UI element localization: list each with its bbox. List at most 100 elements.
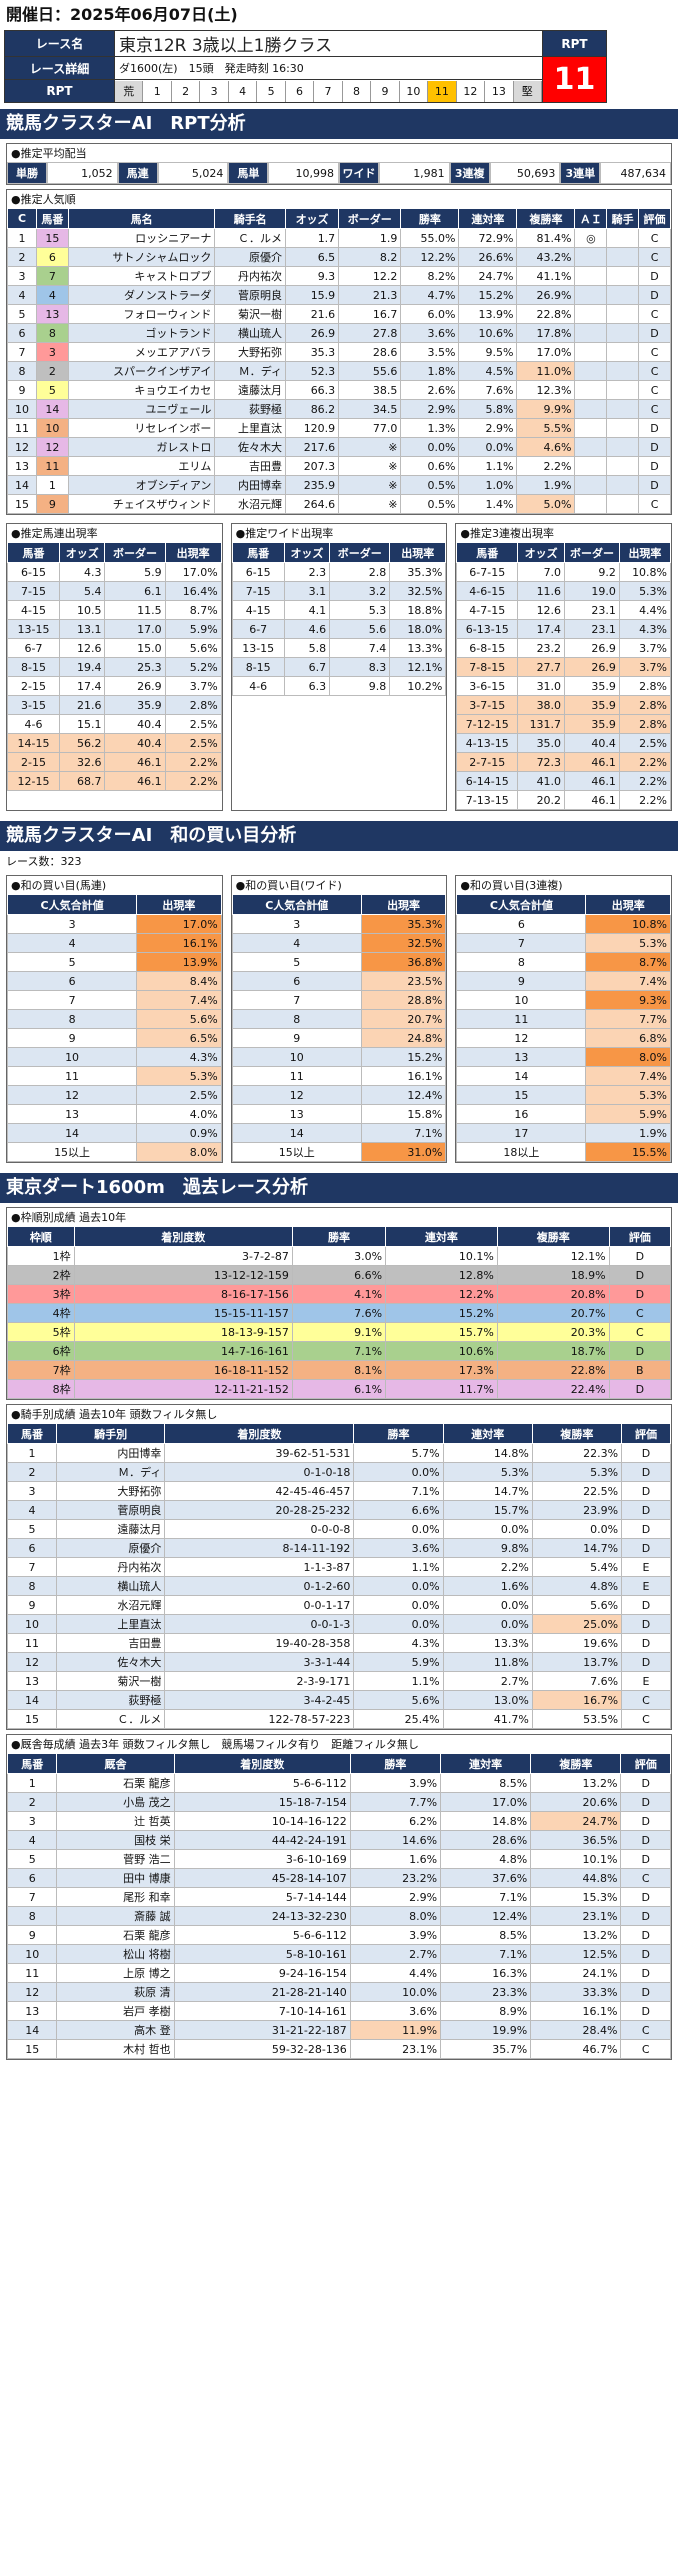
table-cell: 22.8% xyxy=(496,1360,610,1380)
table-cell: 3 xyxy=(6,266,38,286)
table-row: 3 17.0% xyxy=(6,914,222,934)
table-cell: 10.1% xyxy=(530,1849,622,1869)
table-row: 14 1 オブシディアン 内田博幸 235.9 ※ 0.5% 1.0% 1.9% D xyxy=(6,475,671,495)
table-cell xyxy=(574,456,608,476)
table-cell: 2 xyxy=(6,1792,58,1812)
table-cell: 77.0 xyxy=(338,418,402,438)
table-cell: 7 xyxy=(231,990,362,1010)
table-cell xyxy=(606,494,640,514)
rpt-scale-item: 9 xyxy=(371,80,400,102)
table-cell: 14.8% xyxy=(440,1811,532,1831)
table-cell: 10.8% xyxy=(585,914,672,934)
table-cell: 7-13-15 xyxy=(456,790,519,810)
table-row: 2 6 サトノシャムロック 原優介 6.5 8.2 12.2% 26.6% 43.2% C xyxy=(6,247,671,267)
column-header: 馬名 xyxy=(67,208,216,229)
table-cell: 4.3% xyxy=(353,1633,444,1653)
table-cell xyxy=(574,494,608,514)
table-cell: 28.4% xyxy=(530,2020,622,2040)
table-cell: D xyxy=(620,1830,671,1850)
table-cell: 大野拓弥 xyxy=(55,1481,166,1501)
table-cell: 6.6% xyxy=(291,1265,387,1285)
table-cell: 8.7% xyxy=(585,952,672,972)
table-cell: 4.0% xyxy=(136,1104,222,1124)
table-row: 15 5.3% xyxy=(456,1085,672,1105)
rpt-section-title: 競馬クラスターAI RPT分析 xyxy=(0,109,678,139)
table-row: 6-8-15 23.2 26.9 3.7% xyxy=(456,638,672,658)
table-cell: 12-11-21-152 xyxy=(73,1379,293,1399)
table-cell: 2.8% xyxy=(618,695,672,715)
table-cell: 11 xyxy=(36,456,69,476)
table-header-row: 枠順 着別度数 勝率 連対率 複勝率 評価 xyxy=(7,1226,672,1247)
table-header-row: C人気合計値 出現率 xyxy=(6,894,222,915)
table-row: 7 丹内祐次 1-1-3-87 1.1% 2.2% 5.4% E xyxy=(7,1557,671,1577)
table-cell: D xyxy=(620,1849,671,1869)
table-cell: 4.3% xyxy=(136,1047,222,1067)
table-header-row: C人気合計値 出現率 xyxy=(456,894,672,915)
table-cell: 6.3 xyxy=(283,676,331,696)
table-row: 8 20.7% xyxy=(231,1009,447,1029)
table-cell: 15-15-11-157 xyxy=(73,1303,293,1323)
table-row: 6-14-15 41.0 46.1 2.2% xyxy=(456,771,672,791)
table-cell: D xyxy=(620,1944,671,1964)
table-cell: 40.4 xyxy=(564,733,620,753)
table-cell: 12.6 xyxy=(517,600,566,620)
table-cell: 4.8% xyxy=(531,1576,623,1596)
table-cell: 15.7% xyxy=(385,1322,498,1342)
table-cell: 4-6-15 xyxy=(456,581,519,601)
table-cell: D xyxy=(621,1652,671,1672)
table-cell: 0.6% xyxy=(400,456,460,476)
table-cell: 6-7 xyxy=(231,619,285,639)
table-cell: 2.2% xyxy=(516,456,576,476)
table-cell: 11.0% xyxy=(516,361,576,381)
table-row: 14 高木 登 31-21-22-187 11.9% 19.9% 28.4% C xyxy=(6,2020,671,2040)
table-cell: 8-16-17-156 xyxy=(73,1284,293,1304)
table-cell: 4 xyxy=(6,933,138,953)
table-cell: 3 xyxy=(6,914,138,934)
table-cell: 10 xyxy=(231,1047,362,1067)
table-cell: 14 xyxy=(231,1123,362,1143)
table-cell: 8 xyxy=(456,952,587,972)
table-cell: 12-15 xyxy=(6,771,61,791)
payout-title: ●推定平均配当 xyxy=(11,147,87,160)
table-cell: 3 xyxy=(6,1811,58,1831)
table-cell: C xyxy=(638,361,671,381)
rpt-scale-item: 13 xyxy=(485,80,514,102)
table-cell: 39-62-51-531 xyxy=(164,1443,355,1463)
table-cell: 原優介 xyxy=(214,247,286,267)
table-cell: 32.5% xyxy=(389,581,447,601)
table-row: 3枠 8-16-17-156 4.1% 12.2% 20.8% D xyxy=(7,1284,672,1304)
table-cell: 13 xyxy=(7,1671,57,1691)
wa-umaren-table: C人気合計値 出現率 3 17.0% 4 16.1% 5 13.9% 6 8.4% 7 7.4% 8 5.… xyxy=(6,894,222,1162)
trio-table: 馬番 オッズ ボーダー 出現率 6-7-15 7.0 9.2 10.8% 4-6-15 11.6 1… xyxy=(456,542,672,810)
table-cell: 35.3% xyxy=(389,562,447,582)
table-row: 1 15 ロッシニアーナ Ｃ．ルメ 1.7 1.9 55.0% 72.9% 81.4% ◎ C xyxy=(6,228,671,248)
table-cell: 7 xyxy=(6,342,38,362)
table-row: 6 10.8% xyxy=(456,914,672,934)
table-cell: 11.5 xyxy=(104,600,166,620)
table-cell: D xyxy=(638,475,671,495)
table-cell: 8-14-11-192 xyxy=(164,1538,355,1558)
table-cell: 23.5% xyxy=(360,971,447,991)
table-cell: 5-6-6-112 xyxy=(173,1925,351,1945)
table-cell: 0.0% xyxy=(353,1595,444,1615)
table-cell: D xyxy=(620,1963,671,1983)
table-cell: 3.6% xyxy=(349,2001,442,2021)
table-cell: 17.0% xyxy=(516,342,576,362)
table-cell: 2-3-9-171 xyxy=(164,1671,355,1691)
table-cell: 3-4-2-45 xyxy=(164,1690,355,1710)
table-cell: 9.9% xyxy=(516,399,576,419)
table-cell: 13-12-12-159 xyxy=(73,1265,293,1285)
table-cell: 5.6% xyxy=(136,1009,222,1029)
table-header-row: C 馬番 馬名 騎手名 オッズ ボーダー 勝率 連対率 複勝率 ＡＩ 騎手 評価 xyxy=(6,208,671,229)
table-cell: 19.0 xyxy=(564,581,620,601)
table-cell: 81.4% xyxy=(516,228,576,248)
table-cell: 20.7% xyxy=(496,1303,610,1323)
table-cell: 21-28-21-140 xyxy=(173,1982,351,2002)
table-cell: 86.2 xyxy=(284,399,340,419)
table-cell: 2枠 xyxy=(7,1265,75,1285)
table-cell: 10.1% xyxy=(385,1246,498,1266)
table-row: 10 松山 将樹 5-8-10-161 2.7% 7.1% 12.5% D xyxy=(6,1944,671,1964)
table-row: 1 石栗 龍彦 5-6-6-112 3.9% 8.5% 13.2% D xyxy=(6,1773,671,1793)
table-row: 13-15 5.8 7.4 13.3% xyxy=(231,638,447,658)
